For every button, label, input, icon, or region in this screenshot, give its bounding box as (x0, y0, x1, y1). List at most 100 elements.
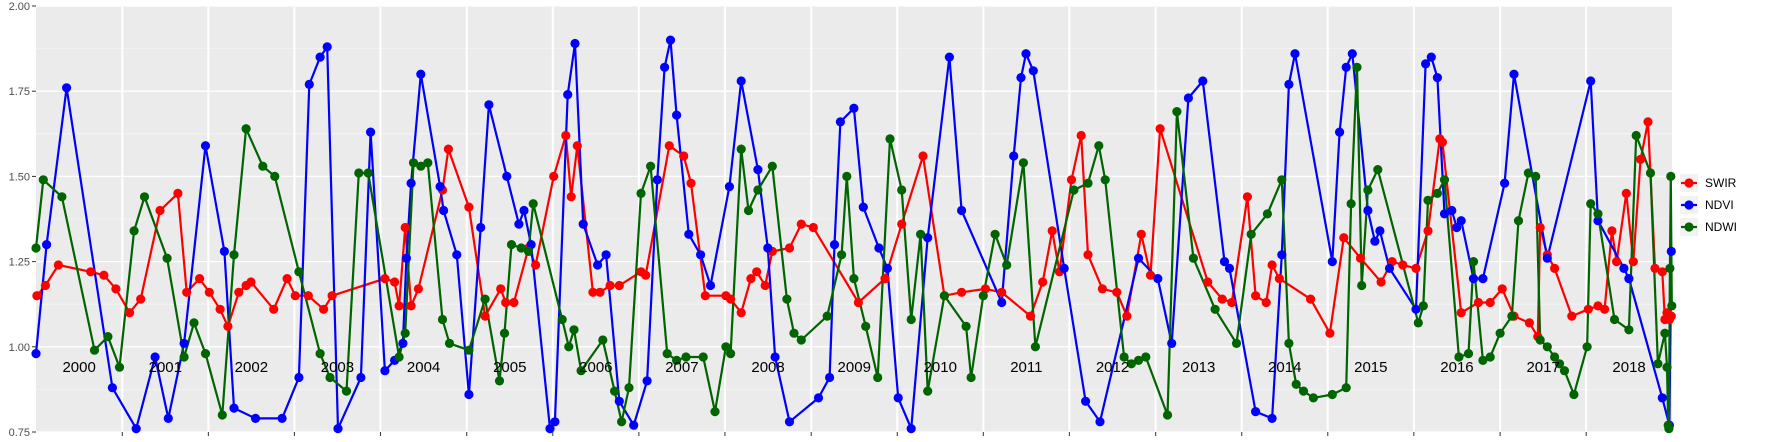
swir-point (760, 280, 770, 291)
swir-point (679, 151, 689, 161)
ndvi-point (696, 250, 706, 260)
swir-point (509, 297, 519, 308)
ndvi-point (858, 202, 868, 212)
ndwi-point (480, 294, 490, 304)
swir-point (394, 301, 404, 311)
ndwi-point (1478, 355, 1488, 365)
swir-point (380, 274, 390, 284)
ndwi-point (662, 349, 672, 359)
swir-point (443, 144, 453, 154)
ndvi-point (1619, 263, 1629, 273)
ndwi-point (672, 355, 682, 365)
swir-point (1636, 154, 1646, 164)
y-tick-label: 1.25 (9, 257, 30, 269)
ndvi-point (1347, 49, 1357, 59)
ndwi-point (576, 366, 586, 376)
ndwi-point (698, 352, 708, 362)
ndwi-point (1468, 257, 1479, 267)
ndvi-point (62, 83, 72, 93)
ndvi-point (784, 417, 795, 427)
ndwi-point (1485, 352, 1495, 362)
ndvi-point (502, 171, 512, 181)
ndwi-point (103, 332, 113, 342)
ndvi-point (1290, 49, 1300, 59)
ndwi-point (897, 185, 907, 195)
ndwi-point (978, 291, 988, 301)
ndvi-point (593, 260, 603, 270)
ndvi-point (1624, 274, 1634, 284)
ndwi-point (796, 335, 806, 345)
ndvi-point (660, 62, 670, 72)
y-tick-label: 1.00 (9, 342, 30, 354)
ndwi-point (1665, 263, 1675, 273)
ndvi-point (1586, 76, 1596, 86)
swir-point (1339, 233, 1349, 243)
ndwi-point (1660, 328, 1670, 338)
swir-point (464, 202, 474, 212)
ndvi-point (1375, 226, 1385, 236)
ndwi-point (1507, 311, 1517, 321)
ndvi-point (163, 413, 173, 423)
ndvi-point (439, 205, 449, 216)
swir-point (501, 297, 511, 308)
ndvi-point (1542, 253, 1552, 263)
ndvi-point (519, 205, 529, 216)
swir-point (53, 260, 64, 270)
ndvi-point (229, 403, 239, 413)
ndvi-point (1426, 52, 1436, 62)
swir-point (480, 311, 490, 321)
ndwi-point (624, 383, 634, 393)
swir-point (1600, 304, 1610, 314)
ndwi-point (861, 321, 871, 331)
ndwi-point (767, 161, 777, 171)
ndwi-point (464, 345, 474, 355)
ndwi-point (241, 124, 251, 134)
ndvi-point (1363, 205, 1373, 216)
y-tick-label: 0.75 (9, 427, 30, 439)
swir-point (1398, 260, 1408, 270)
ndvi-point (1267, 413, 1277, 423)
ndvi-point (770, 352, 780, 362)
ndwi-point (499, 328, 510, 338)
swir-point (549, 171, 559, 181)
ndvi-point (545, 424, 555, 434)
ndvi-point (31, 349, 41, 359)
ndvi-point (570, 38, 580, 49)
ndwi-point (789, 328, 799, 338)
legend: SWIR NDVI NDWI (1680, 174, 1737, 236)
swir-point (99, 270, 109, 280)
ndvi-point (684, 229, 694, 239)
year-label: 2014 (1268, 359, 1301, 376)
swir-point (1025, 311, 1036, 321)
ndwi-point (837, 250, 847, 260)
ndwi-point (1542, 342, 1552, 352)
swir-point (1423, 226, 1433, 236)
ndvi-point (1432, 73, 1442, 83)
ndwi-point (1432, 188, 1442, 198)
ndwi-point (1513, 216, 1524, 226)
ndwi-point (229, 250, 239, 260)
ndwi-point (1188, 253, 1198, 263)
y-tick-label: 1.50 (9, 171, 30, 183)
swir-point (1325, 328, 1335, 338)
ndwi-point (1653, 359, 1663, 369)
ndwi-point (1523, 168, 1533, 178)
ndwi-point (38, 175, 48, 185)
year-label: 2001 (149, 359, 182, 376)
ndvi-point (304, 79, 314, 89)
ndvi-point (514, 219, 524, 229)
ndwi-point (1069, 185, 1079, 195)
swir-point (496, 284, 506, 294)
ndwi-point (710, 407, 720, 417)
ndvi-point (1133, 253, 1144, 263)
ndvi-point (42, 240, 52, 250)
ndwi-point (270, 171, 280, 181)
ndvi-point (1219, 257, 1230, 267)
ndwi-point (437, 314, 448, 325)
ndwi-point (394, 352, 404, 362)
ndwi-point (743, 205, 754, 216)
ndwi-point (179, 352, 189, 362)
ndvi-point (322, 42, 332, 52)
swir-point (1274, 274, 1284, 284)
swir-point (1524, 318, 1534, 328)
